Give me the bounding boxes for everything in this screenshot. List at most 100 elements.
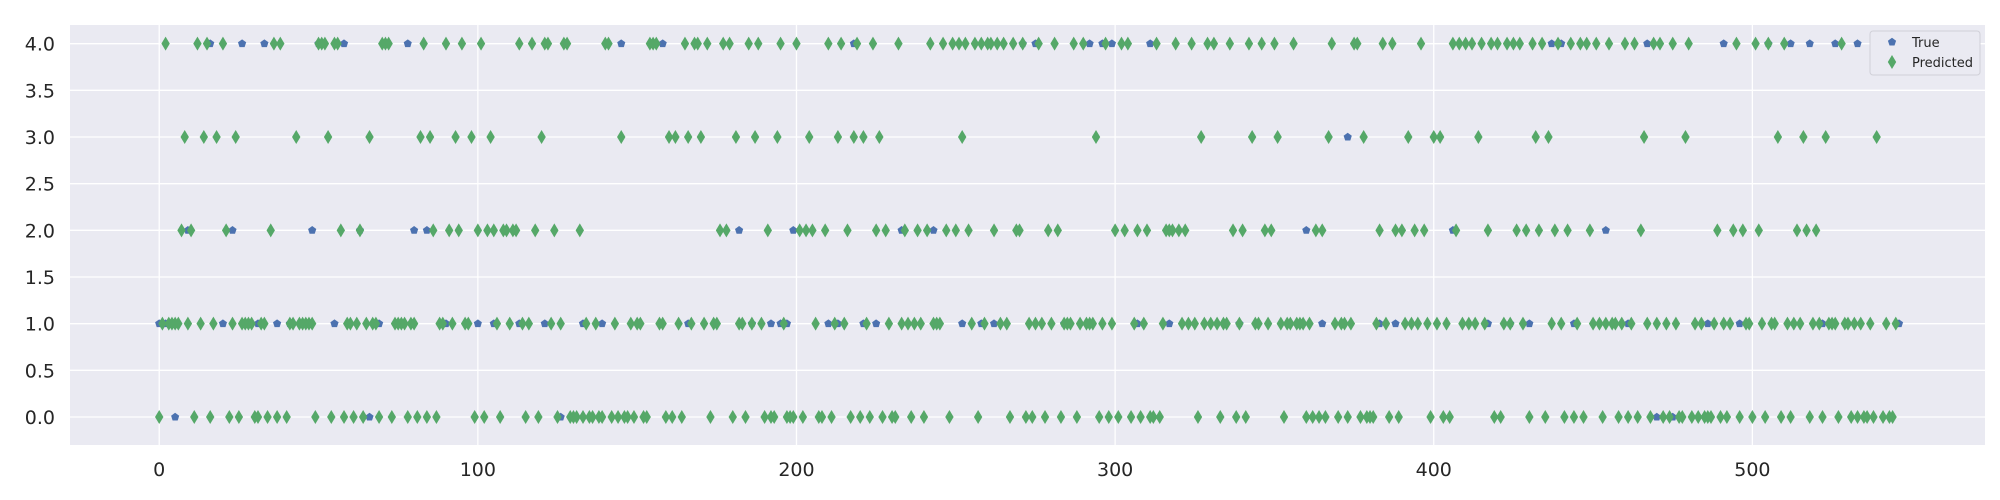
- predicted-point-510: [1786, 410, 1795, 424]
- predicted-point-482: [1697, 316, 1706, 331]
- y-tick-label-4: 2.0: [25, 220, 55, 242]
- predicted-point-524: [1831, 316, 1840, 331]
- predicted-point-347: [1267, 223, 1276, 238]
- true-point-52: [1085, 39, 1094, 48]
- predicted-point-21: [225, 410, 234, 424]
- y-tick-label-6: 3.0: [25, 127, 55, 149]
- predicted-point-249: [954, 36, 964, 51]
- predicted-point-300: [1117, 36, 1126, 51]
- predicted-point-253: [967, 316, 976, 331]
- predicted-point-396: [1423, 316, 1432, 331]
- predicted-point-36: [272, 410, 282, 424]
- predicted-point-186: [754, 36, 763, 51]
- predicted-point-10: [186, 223, 196, 238]
- predicted-point-261: [993, 36, 1002, 51]
- predicted-point-92: [454, 223, 463, 238]
- predicted-point-7: [177, 223, 186, 238]
- predicted-point-200: [798, 410, 808, 424]
- predicted-point-24: [234, 410, 244, 424]
- predicted-point-397: [1426, 410, 1435, 424]
- predicted-point-303: [1126, 410, 1136, 424]
- predicted-point-360: [1308, 410, 1317, 424]
- predicted-point-426: [1518, 316, 1528, 331]
- predicted-point-321: [1184, 316, 1193, 331]
- predicted-point-529: [1846, 410, 1856, 424]
- predicted-point-316: [1168, 223, 1177, 238]
- predicted-point-255: [973, 410, 983, 424]
- predicted-point-198: [792, 36, 801, 51]
- predicted-point-75: [400, 316, 409, 331]
- predicted-point-415: [1483, 223, 1493, 238]
- legend-marker-predicted: [1887, 55, 1897, 69]
- predicted-point-160: [671, 130, 680, 144]
- predicted-point-459: [1623, 410, 1633, 424]
- predicted-point-154: [652, 36, 661, 51]
- y-tick-label-0: 0.0: [25, 407, 55, 429]
- predicted-point-248: [951, 223, 961, 238]
- predicted-point-193: [776, 36, 785, 51]
- predicted-point-66: [371, 316, 381, 331]
- predicted-point-171: [706, 410, 715, 424]
- predicted-point-462: [1633, 410, 1642, 424]
- predicted-point-392: [1410, 223, 1419, 238]
- predicted-point-215: [846, 410, 855, 424]
- predicted-point-464: [1639, 130, 1649, 144]
- predicted-point-8: [180, 130, 189, 144]
- predicted-point-124: [556, 316, 565, 331]
- predicted-point-107: [502, 223, 511, 238]
- predicted-point-460: [1627, 316, 1636, 331]
- predicted-point-362: [1314, 410, 1324, 424]
- predicted-point-434: [1544, 130, 1553, 144]
- predicted-point-330: [1212, 316, 1222, 331]
- predicted-point-543: [1891, 316, 1900, 331]
- predicted-point-199: [795, 223, 804, 238]
- predicted-point-235: [910, 316, 919, 331]
- predicted-point-56: [339, 410, 349, 424]
- predicted-point-503: [1764, 36, 1773, 51]
- true-point-15: [339, 39, 349, 48]
- predicted-point-142: [613, 410, 623, 424]
- predicted-point-129: [572, 410, 581, 424]
- predicted-point-192: [773, 130, 782, 144]
- x-tick-label-4: 400: [1416, 459, 1452, 481]
- predicted-point-174: [715, 223, 725, 238]
- predicted-point-218: [856, 410, 865, 424]
- predicted-point-449: [1592, 36, 1601, 51]
- predicted-point-409: [1464, 316, 1474, 331]
- predicted-point-161: [674, 316, 683, 331]
- predicted-point-202: [805, 130, 814, 144]
- predicted-point-175: [719, 36, 728, 51]
- predicted-point-423: [1509, 36, 1518, 51]
- predicted-point-237: [916, 316, 925, 331]
- predicted-point-337: [1235, 316, 1244, 331]
- predicted-point-505: [1770, 316, 1779, 331]
- predicted-point-80: [416, 130, 425, 144]
- predicted-point-386: [1391, 223, 1400, 238]
- predicted-point-197: [789, 410, 798, 424]
- true-point-73: [1643, 39, 1652, 48]
- predicted-point-494: [1735, 410, 1744, 424]
- predicted-point-117: [534, 410, 543, 424]
- predicted-point-436: [1550, 223, 1560, 238]
- predicted-point-364: [1321, 410, 1330, 424]
- predicted-point-477: [1681, 130, 1690, 144]
- predicted-point-151: [642, 410, 651, 424]
- predicted-point-413: [1477, 36, 1486, 51]
- predicted-point-58: [346, 316, 355, 331]
- predicted-point-135: [591, 316, 600, 331]
- predicted-point-455: [1611, 316, 1620, 331]
- predicted-point-514: [1799, 130, 1808, 144]
- predicted-point-298: [1110, 223, 1120, 238]
- predicted-point-511: [1789, 316, 1799, 331]
- predicted-point-317: [1171, 36, 1180, 51]
- predicted-point-98: [473, 223, 483, 238]
- predicted-point-134: [588, 410, 597, 424]
- predicted-point-201: [801, 223, 811, 238]
- predicted-point-51: [323, 130, 333, 144]
- predicted-point-52: [327, 410, 336, 424]
- predicted-point-15: [202, 36, 212, 51]
- predicted-point-178: [728, 410, 737, 424]
- predicted-point-531: [1853, 410, 1862, 424]
- predicted-point-112: [518, 316, 527, 331]
- true-point-30: [617, 39, 626, 48]
